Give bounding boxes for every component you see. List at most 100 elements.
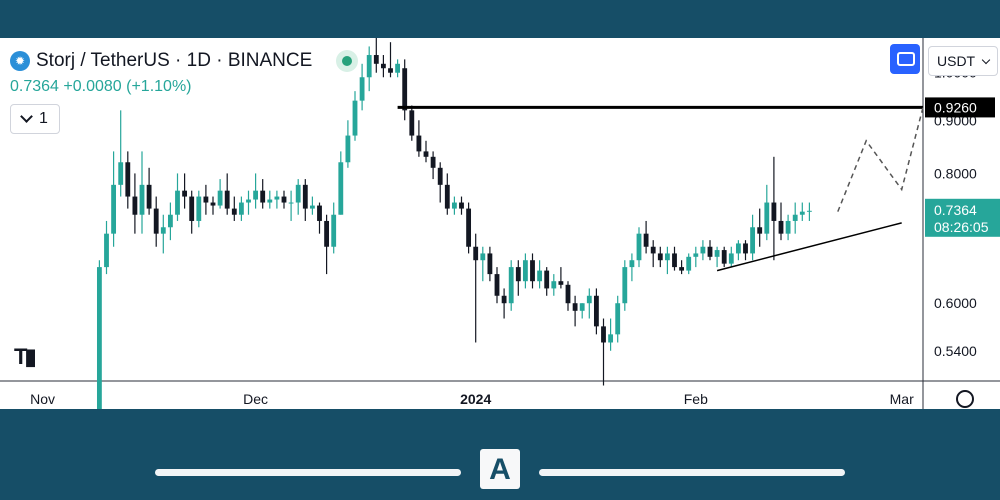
candle-body bbox=[338, 162, 344, 215]
market-status-icon bbox=[336, 50, 359, 72]
candle-body bbox=[224, 190, 230, 209]
currency-value: USDT bbox=[937, 53, 976, 69]
candle-body bbox=[494, 274, 500, 296]
candle-body bbox=[125, 162, 131, 197]
candle-body bbox=[444, 184, 450, 209]
candle-body bbox=[295, 184, 301, 203]
candle-body bbox=[586, 295, 592, 304]
candle-body bbox=[274, 196, 280, 200]
time-tick-label: Dec bbox=[243, 391, 268, 407]
candle-body bbox=[352, 100, 358, 136]
candle-body bbox=[139, 184, 145, 215]
candle-body bbox=[522, 260, 528, 282]
interval-value: 1 bbox=[39, 110, 48, 127]
candle-body bbox=[104, 233, 109, 268]
candle-body bbox=[160, 227, 166, 234]
candle-body bbox=[231, 208, 237, 215]
time-tick-label: Nov bbox=[30, 391, 55, 407]
candle-body bbox=[608, 334, 614, 343]
chart-settings-icon[interactable] bbox=[956, 390, 974, 408]
candle-body bbox=[167, 214, 173, 228]
candle-body bbox=[373, 55, 379, 64]
candle-body bbox=[480, 253, 486, 261]
candle-body bbox=[423, 151, 429, 157]
candle-body bbox=[686, 256, 692, 271]
candle-body bbox=[153, 208, 159, 234]
symbol-title[interactable]: Storj / TetherUS · 1D · BINANCE bbox=[36, 50, 313, 71]
tradingview-logo: T▮ bbox=[14, 344, 36, 369]
candle-body bbox=[714, 250, 720, 257]
candle-body bbox=[757, 227, 763, 234]
candle-body bbox=[345, 135, 351, 163]
storj-coin-icon: ✹ bbox=[10, 51, 30, 71]
candle-body bbox=[750, 227, 756, 254]
price-tick-label: 0.6000 bbox=[934, 295, 977, 311]
currency-selector[interactable]: USDT bbox=[928, 46, 998, 76]
candle-body bbox=[451, 202, 457, 209]
candle-body bbox=[799, 211, 805, 215]
candle-body bbox=[146, 184, 152, 209]
resistance-price-label: 0.9260 bbox=[934, 99, 977, 115]
fullscreen-button[interactable] bbox=[890, 44, 920, 74]
candle-body bbox=[246, 199, 251, 203]
footer-divider-right bbox=[539, 469, 845, 476]
candle-body bbox=[771, 202, 777, 221]
candle-body bbox=[324, 220, 330, 247]
candle-body bbox=[735, 243, 741, 254]
candle-body bbox=[366, 55, 372, 78]
interval-selector[interactable]: 1 bbox=[10, 104, 60, 134]
candle-body bbox=[260, 190, 266, 203]
price-change-percent: (+1.10%) bbox=[126, 78, 192, 95]
trendline bbox=[716, 222, 902, 272]
candle-body bbox=[196, 196, 202, 221]
time-tick-label: 2024 bbox=[460, 391, 491, 407]
candle-body bbox=[359, 77, 365, 101]
price-change: +0.0080 bbox=[63, 78, 122, 95]
symbol-header: ✹ Storj / TetherUS · 1D · BINANCE bbox=[10, 50, 359, 72]
candle-body bbox=[657, 253, 663, 261]
candle-body bbox=[459, 202, 464, 209]
candle-body bbox=[622, 267, 628, 304]
time-tick-label: Mar bbox=[890, 391, 914, 407]
brand-logo: A bbox=[480, 449, 520, 489]
candle-body bbox=[508, 267, 514, 304]
chart-panel: 0.54000.60000.80000.90001.0000NovDec2024… bbox=[0, 38, 1000, 409]
candle-body bbox=[636, 233, 642, 261]
candle-body bbox=[96, 267, 102, 409]
candle-body bbox=[267, 199, 273, 203]
candle-body bbox=[409, 110, 415, 136]
candle-body bbox=[203, 196, 209, 203]
candle-body bbox=[643, 233, 649, 247]
candle-body bbox=[487, 253, 493, 275]
candle-body bbox=[388, 68, 393, 73]
candle-body bbox=[537, 270, 543, 282]
candle-body bbox=[707, 246, 713, 257]
candle-body bbox=[629, 260, 635, 268]
candle-body bbox=[792, 214, 798, 221]
candle-body bbox=[182, 190, 188, 197]
candle-body bbox=[572, 303, 578, 311]
candle-body bbox=[317, 205, 322, 221]
candle-body bbox=[593, 295, 599, 327]
candle-body bbox=[806, 210, 812, 212]
candle-body bbox=[395, 63, 401, 73]
candle-body bbox=[473, 246, 479, 261]
candle-body bbox=[558, 281, 564, 285]
candle-body bbox=[217, 190, 223, 206]
candle-body bbox=[615, 303, 621, 335]
resistance-price-label-bg bbox=[925, 97, 995, 118]
candle-body bbox=[778, 220, 784, 234]
candle-body bbox=[764, 202, 770, 234]
price-tick-label: 0.5400 bbox=[934, 343, 977, 359]
last-price: 0.7364 bbox=[10, 78, 59, 95]
candle-body bbox=[118, 162, 124, 185]
candle-body bbox=[175, 190, 180, 215]
candle-body bbox=[700, 246, 706, 254]
candle-body bbox=[650, 246, 656, 254]
footer-divider-left bbox=[155, 469, 461, 476]
chevron-down-icon bbox=[981, 55, 991, 64]
candle-body bbox=[309, 205, 315, 209]
candle-body bbox=[466, 208, 472, 247]
price-chart[interactable]: 0.54000.60000.80000.90001.0000NovDec2024… bbox=[0, 38, 1000, 409]
projection-path bbox=[837, 107, 924, 212]
